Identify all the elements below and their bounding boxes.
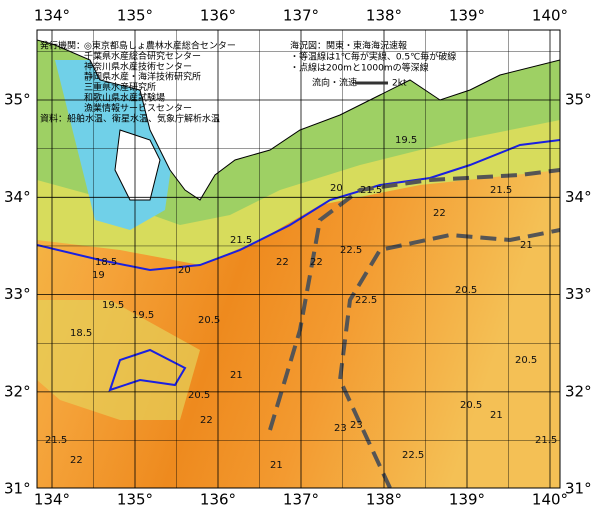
contour-label: 21.5 [535,435,557,446]
contour-label: 21 [270,460,283,471]
ticks: 134° 134° 135° 135° 136° 136° 137° 137° 138° 138°… [4,7,592,509]
lat-label: 32° [4,382,31,400]
publisher: 千葉県水産総合研究センター [84,50,201,62]
contour-label: 23 [350,420,363,431]
contour-label: 20.5 [455,285,477,296]
island [114,129,161,201]
contour-label: 22.5 [402,450,424,461]
contour-label: 20.5 [188,390,210,401]
contour-label: 20.5 [198,315,220,326]
lon-label: 134° [34,7,70,25]
lat-label: 31° [565,480,592,498]
land [37,30,560,201]
contour-label: 21.5 [45,435,67,446]
publisher: 神奈川県水産技術センター [84,60,192,72]
lat-label: 32° [565,382,592,400]
contour-label: 20 [330,183,343,194]
publisher: 静岡県水産・海洋技術研究所 [84,71,201,83]
lon-label: 136° [200,7,236,25]
contour-label: 22 [310,257,323,268]
note: ・点線は200mと1000mの等深線 [290,62,429,74]
contour-label: 19.5 [395,135,417,146]
contour-label: 19.5 [132,310,154,321]
publishers-label: 発行機関： [40,40,85,52]
publisher: 漁業情報サービスセンター [84,102,192,114]
note: 海況図：関東・東海海況速報 [290,40,407,52]
publisher: 和歌山県水産試験場 [84,92,165,104]
contour-label: 18.5 [70,328,92,339]
contour-label: 22.5 [340,245,362,256]
contour-label: 22 [433,208,446,219]
contour-label: 21 [230,370,243,381]
current [268,168,560,431]
lon-label: 138° [366,491,402,509]
lat-label: 33° [565,285,592,303]
source: 資料：船舶水温、衛星水温、気象庁解析水温 [40,113,220,125]
lon-label: 135° [117,491,153,509]
contour-label: 22.5 [355,295,377,306]
contour-label: 21 [490,410,503,421]
publisher: ◎東京都島しょ農林水産総合センター [84,40,236,52]
sea-yellow [37,300,200,420]
lon-label: 139° [449,7,485,25]
contour-label: 19 [92,270,105,281]
contour-label: 22 [200,415,213,426]
note: ・等温線は1℃毎が実線、0.5℃毎が破線 [290,51,456,63]
legend-label: 流向・流速 [312,77,357,89]
lon-label: 137° [283,491,319,509]
contour-label: 20.5 [460,400,482,411]
contour-label: 21.5 [360,185,382,196]
lat-label: 35° [4,91,31,109]
lat-label: 33° [4,285,31,303]
lat-label: 35° [565,91,592,109]
grid [37,30,560,488]
lon-label: 139° [449,491,485,509]
lon-label: 140° [532,491,568,509]
lat-label: 34° [565,188,592,206]
lat-label: 31° [4,480,31,498]
contour-label: 21.5 [490,185,512,196]
contour-label: 19.5 [102,300,124,311]
frame [36,29,561,489]
current [337,228,560,488]
legend-unit: 2kt [392,79,407,89]
contour-label: 20.5 [515,355,537,366]
contour-label: 22 [276,257,289,268]
contour-label: 21 [520,240,533,251]
contour-label: 21.5 [230,235,252,246]
lon-label: 137° [283,7,319,25]
lat-label: 34° [4,188,31,206]
lon-label: 140° [532,7,568,25]
contour-label: 18.5 [95,257,117,268]
isobath [37,139,560,272]
lon-label: 136° [200,491,236,509]
lon-label: 134° [34,491,70,509]
contour-label: 22 [70,455,83,466]
lon-label: 135° [117,7,153,25]
isobath-seamount [108,348,187,392]
publishers: 発行機関： [40,40,85,52]
lon-label: 138° [366,7,402,25]
contour-label: 23 [334,423,347,434]
contour-label: 20 [178,265,191,276]
publisher: 三重県水産研究所 [84,81,156,93]
